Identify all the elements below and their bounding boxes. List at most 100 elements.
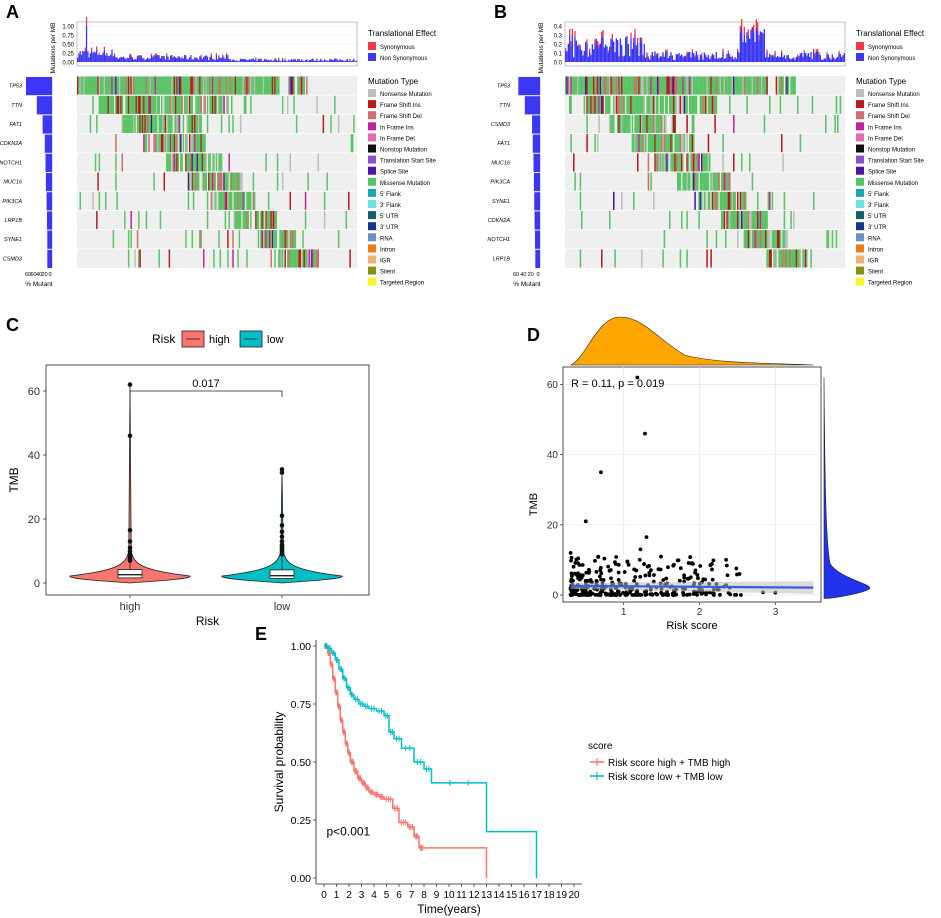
mutation-cell	[769, 191, 771, 210]
mutation-cell	[181, 95, 183, 114]
tmb-bar-synonymous	[747, 29, 749, 36]
tmb-bar	[839, 54, 841, 62]
mutation-cell	[232, 230, 234, 249]
mutation-cell	[134, 114, 136, 134]
tmb-bar	[829, 58, 831, 62]
tmb-bar	[144, 60, 146, 62]
mutation-cell	[140, 76, 143, 95]
mutation-cell	[195, 76, 197, 95]
tmb-bar	[842, 55, 844, 62]
mutation-cell	[755, 210, 758, 230]
scatter-point	[602, 556, 607, 561]
mutation-cell	[702, 95, 704, 114]
mutation-cell	[683, 134, 686, 153]
mutation-cell	[631, 95, 634, 114]
mutation-cell	[279, 230, 281, 249]
tmb-bar	[341, 60, 343, 62]
tmb-bar	[309, 60, 312, 62]
tmb-bar	[675, 54, 677, 62]
mutation-cell	[597, 76, 599, 95]
scatter-point	[633, 575, 638, 579]
legend-mutation-swatch	[368, 211, 376, 220]
panel-label-b: B	[494, 2, 507, 22]
mutation-cell	[725, 76, 727, 95]
x-tick-label: 2	[346, 890, 352, 901]
gene-label: MUC16	[491, 160, 511, 166]
mutation-cell	[661, 114, 663, 134]
mutation-cell	[611, 114, 614, 134]
tmb-bar	[729, 55, 731, 62]
legend-mutation-label: 5' UTR	[380, 214, 399, 220]
tmb-bar	[834, 59, 836, 62]
p-value-label: p<0.001	[327, 825, 371, 839]
mutation-cell	[181, 153, 183, 172]
y-axis-label: Survival probability	[272, 712, 286, 813]
mutation-cell	[570, 134, 572, 153]
tmb-bar	[273, 60, 275, 62]
mutation-cell	[269, 230, 271, 249]
mutation-cell	[205, 153, 208, 172]
mutation-cell	[330, 114, 332, 134]
legend-mutation-swatch	[368, 244, 376, 253]
tmb-bar	[838, 53, 840, 62]
mutation-cell	[653, 95, 655, 114]
mutation-cell	[721, 191, 723, 210]
mutation-cell	[107, 76, 110, 95]
tmb-bar	[727, 52, 729, 62]
tmb-bar-synonymous	[284, 58, 286, 60]
mutation-cell	[194, 153, 196, 172]
mutation-cell	[211, 153, 214, 172]
mutation-cell	[657, 153, 659, 172]
scatter-point	[601, 578, 606, 582]
tmb-bar	[190, 55, 192, 62]
mutation-cell	[702, 153, 704, 172]
tmb-bar-synonymous	[665, 49, 667, 53]
mutation-cell	[709, 191, 711, 210]
mutation-cell	[121, 76, 124, 95]
mutation-cell	[579, 249, 582, 268]
tmb-bar	[327, 61, 329, 62]
tmb-bar-synonymous	[691, 49, 693, 52]
tmb-bar	[88, 57, 90, 62]
gene-label: TP53	[497, 84, 511, 90]
mutation-cell	[276, 172, 279, 191]
mutation-cell	[729, 76, 731, 95]
tmb-bar-synonymous	[686, 51, 688, 54]
significance-bracket	[129, 390, 283, 397]
mutation-cell	[638, 134, 640, 153]
mutation-cell	[304, 249, 307, 268]
mutation-cell	[208, 153, 210, 172]
mutation-cell	[723, 76, 726, 95]
tmb-bar	[183, 54, 186, 62]
mutation-cell	[581, 210, 583, 230]
tmb-bar-synonymous	[274, 58, 276, 59]
tmb-bar	[77, 57, 79, 62]
mutation-cell	[311, 249, 313, 268]
tmb-bar	[322, 61, 324, 62]
outlier-point	[127, 433, 133, 439]
mutation-cell	[191, 153, 194, 172]
tmb-bar	[641, 42, 643, 62]
mutation-cell	[609, 114, 611, 134]
tmb-bar-synonymous	[741, 19, 743, 28]
mutation-cell	[187, 95, 190, 114]
mutation-cell	[247, 76, 250, 95]
mutation-cell	[285, 230, 288, 249]
mutation-cell	[682, 76, 684, 95]
mutation-cell	[289, 153, 292, 172]
mutation-cell	[733, 114, 735, 134]
tmb-bar-synonymous	[141, 57, 144, 59]
mutation-cell	[674, 95, 676, 114]
tmb-bar	[734, 56, 736, 62]
tmb-bar	[597, 45, 599, 62]
mutation-cell	[745, 191, 747, 210]
scatter-point	[710, 567, 714, 572]
mutation-cell	[247, 191, 250, 210]
scatter-point	[577, 563, 582, 567]
mutation-cell	[591, 76, 594, 95]
mutation-cell	[790, 76, 792, 95]
mutation-cell	[786, 249, 788, 268]
tmb-bar	[195, 57, 197, 62]
mutation-cell	[267, 210, 270, 230]
mutation-cell	[793, 76, 795, 95]
